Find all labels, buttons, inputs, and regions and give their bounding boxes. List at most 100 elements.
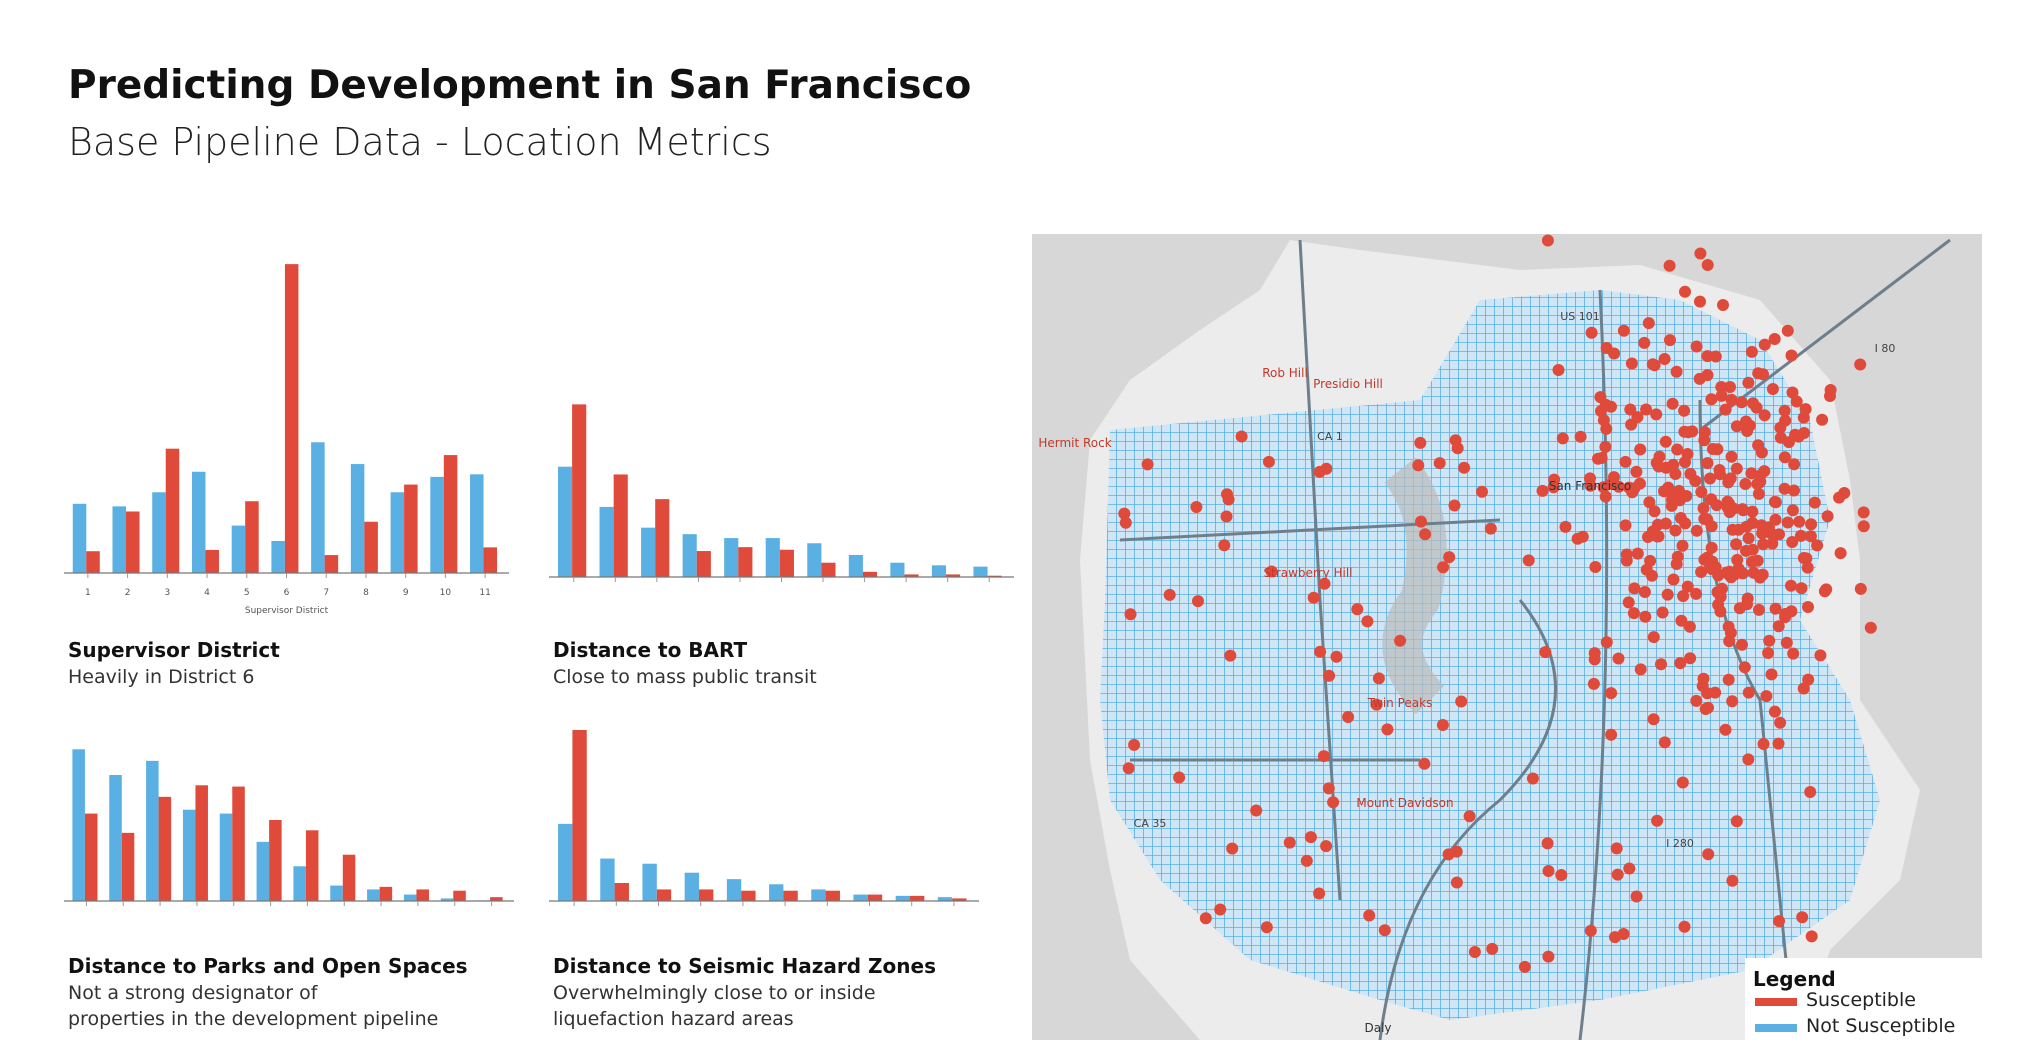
map-point [1778,404,1791,417]
map-point [1701,350,1714,363]
map-point [1414,436,1427,449]
map-point [1698,512,1711,525]
map-point [1218,539,1231,552]
bar [699,889,714,901]
x-tick-label: 10 [440,588,452,598]
map-point [1740,415,1752,428]
map-point [1816,413,1829,426]
map-point [1250,804,1263,817]
map-point [1679,517,1692,530]
map-point [1724,472,1737,485]
bar [557,466,573,577]
map-point [1646,358,1659,371]
bar [807,543,822,577]
bar [182,809,196,901]
map-point [1805,930,1818,943]
map-point [1119,516,1132,529]
map-point [1781,324,1794,337]
bar [84,813,98,901]
map-point [1190,501,1203,513]
map-point [1622,596,1635,609]
map-point [1740,544,1752,557]
map-point [1834,547,1847,560]
map-point [1322,782,1335,795]
map-point [1642,317,1655,330]
map-point [1600,422,1613,435]
map-point [1594,391,1607,404]
x-tick-label: 9 [403,588,409,598]
map-point [1735,396,1748,409]
map-park [1382,457,1447,715]
map-point [1648,505,1661,518]
bar [416,889,429,901]
map-point [1725,393,1738,406]
bar [779,549,794,577]
map-point [1760,690,1773,703]
map-point [1608,471,1620,484]
bar [613,474,628,577]
map-point [1235,430,1248,443]
x-axis-label: Supervisor District [245,606,329,616]
map-point [1794,529,1807,542]
map-point [1766,537,1779,550]
chart-title: Distance to BART [553,638,748,662]
bar [483,547,498,573]
map-point [1584,479,1597,492]
map-point [1704,561,1717,573]
map-point [1716,582,1728,595]
map-point [1651,814,1664,827]
map-point [1605,728,1618,741]
map-point [1762,521,1775,534]
map-point [1330,650,1343,663]
map-point [1612,480,1625,493]
map-point [1746,505,1759,518]
map-point [1656,606,1669,619]
map-point [1412,459,1425,472]
map-point [1742,686,1755,699]
chart-title: Distance to Parks and Open Spaces [68,954,468,978]
map-point [1455,695,1468,708]
map-point [1599,490,1612,503]
map-point [1772,620,1785,633]
map-point [1320,840,1333,853]
bar [910,895,925,901]
bar [867,894,883,901]
bar [973,566,988,577]
map-point [1712,598,1725,611]
map-point [1820,583,1833,596]
map-point [1124,608,1137,621]
x-tick-label: 4 [204,588,210,598]
map-point [1766,383,1779,395]
map-point [1701,259,1714,271]
map-point [1694,247,1707,260]
legend: Legend Susceptible Not Susceptible [1745,958,1982,1040]
bar [219,813,233,901]
map-point [1141,458,1154,471]
map-point [1797,552,1810,564]
map-point [1658,736,1671,749]
map-point [1552,364,1565,376]
title: Predicting Development in San Francisco [68,63,971,108]
map-point [1785,349,1798,362]
map-point [1666,397,1679,410]
bar [599,506,614,577]
x-tick-label: 2 [125,588,131,598]
map-point [1762,647,1775,659]
bar [952,898,967,901]
map-point [1719,403,1732,416]
bar [232,786,245,901]
bar [350,464,365,573]
map-point [1754,469,1767,482]
map-point [1788,458,1801,471]
map-point [1199,912,1212,925]
bar [490,897,503,901]
map-point [1307,591,1320,604]
map-point [1781,516,1794,529]
bar [121,832,135,901]
map-point [1610,842,1623,855]
map-point [1617,324,1630,337]
bar [367,889,380,901]
map-point [1571,532,1584,545]
bar [724,538,739,577]
